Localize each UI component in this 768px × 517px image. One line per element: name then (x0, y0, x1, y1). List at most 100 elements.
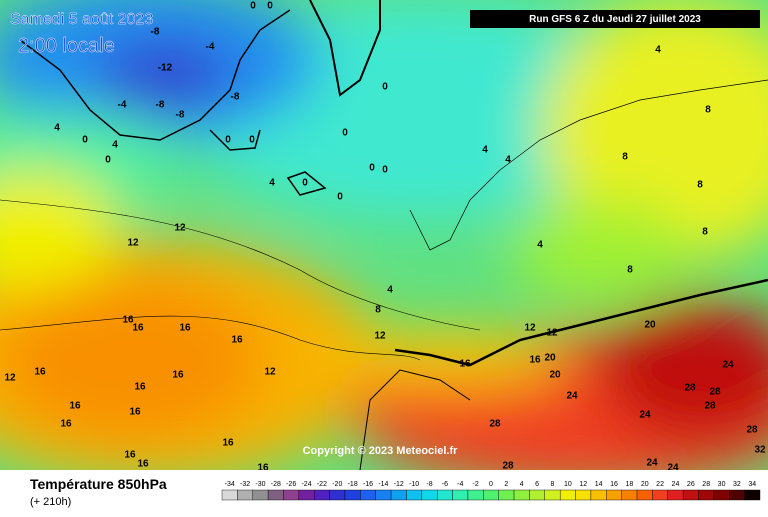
contour-label: 28 (709, 387, 721, 398)
contour-label: 16 (34, 367, 46, 378)
scale-label: 16 (610, 481, 618, 488)
contour-label: 0 (225, 135, 231, 146)
scale-swatch (513, 489, 530, 501)
contour-label: 16 (459, 359, 471, 370)
scale-label: -8 (426, 481, 432, 488)
scale-label: 4 (520, 481, 524, 488)
copyright: Copyright © 2023 Meteociel.fr (303, 445, 459, 457)
scale-label: -28 (271, 481, 281, 488)
footer-title: Température 850hPa (30, 476, 167, 492)
contour-label: 12 (546, 328, 558, 339)
scale-label: -10 (409, 481, 419, 488)
footer-lead: (+ 210h) (30, 496, 71, 508)
scale-swatch (437, 489, 453, 501)
scale-swatch (636, 489, 653, 501)
contour-label: 24 (667, 463, 679, 474)
contour-label: -12 (158, 63, 173, 74)
scale-swatch (498, 489, 515, 501)
contour-label: 24 (566, 391, 578, 402)
contour-label: -8 (156, 100, 165, 111)
contour-label: -8 (231, 92, 240, 103)
contour-label: 28 (489, 419, 501, 430)
contour-label: 4 (269, 178, 275, 189)
contour-label: -4 (206, 42, 215, 53)
contour-label: -8 (151, 27, 160, 38)
contour-label: 16 (60, 419, 72, 430)
contour-label: 4 (387, 285, 393, 296)
contour-label: 16 (231, 335, 243, 346)
contour-label: 16 (529, 355, 541, 366)
scale-swatch (544, 489, 561, 501)
scale-swatch (360, 489, 376, 501)
scale-swatch (344, 489, 361, 501)
scale-label: 8 (551, 481, 555, 488)
contour-label: 16 (257, 463, 269, 474)
scale-swatch (529, 489, 546, 501)
contour-label: -4 (118, 100, 127, 111)
scale-label: 14 (595, 481, 603, 488)
contour-label: 20 (644, 320, 656, 331)
scale-label: -24 (301, 481, 311, 488)
contour-label: 4 (482, 145, 488, 156)
scale-swatch (390, 489, 407, 501)
coastlines (0, 0, 768, 471)
contour-label: 4 (655, 45, 661, 56)
contour-label: 12 (374, 331, 386, 342)
contour-label: 16 (129, 407, 141, 418)
scale-swatch (406, 489, 423, 501)
contour-label: 0 (267, 1, 273, 12)
contour-label: 28 (684, 383, 696, 394)
scale-swatch (375, 489, 392, 501)
contour-label: 0 (382, 82, 388, 93)
contour-label: 28 (746, 425, 758, 436)
scale-label: 32 (733, 481, 741, 488)
contour-label: 8 (627, 265, 633, 276)
scale-label: -6 (442, 481, 448, 488)
scale-swatch (221, 489, 238, 501)
contour-label: 16 (179, 323, 191, 334)
scale-swatch (744, 489, 761, 501)
scale-swatch (452, 489, 469, 501)
time-label: 2:00 locale (18, 35, 115, 57)
contour-label: 16 (132, 323, 144, 334)
contour-label: 12 (264, 367, 276, 378)
contour-label: 0 (369, 163, 375, 174)
color-scale: -34 -32 -30 -28 -26 -24 -22 -20 -18 -16 -14 -12 -10-… (221, 481, 761, 501)
scale-swatch (575, 489, 592, 501)
contour-label: 0 (302, 178, 308, 189)
scale-label: 20 (641, 481, 649, 488)
contour-label: 16 (134, 382, 146, 393)
scale-label: -12 (394, 481, 404, 488)
contour-label: 12 (524, 323, 536, 334)
contour-label: 0 (342, 128, 348, 139)
scale-swatch (621, 489, 638, 501)
scale-label: -14 (378, 481, 388, 488)
contour-label: 16 (172, 370, 184, 381)
contour-label: 0 (382, 165, 388, 176)
contour-label: 0 (105, 155, 111, 166)
contour-label: 20 (544, 353, 556, 364)
contour-label: 16 (222, 438, 234, 449)
scale-swatch (252, 489, 269, 501)
contour-label: 16 (122, 315, 134, 326)
contour-label: 16 (124, 450, 136, 461)
contour-label: 0 (337, 192, 343, 203)
contour-label: 24 (639, 410, 651, 421)
scale-swatch (421, 489, 438, 501)
scale-label: 26 (687, 481, 695, 488)
scale-label: 28 (702, 481, 710, 488)
scale-swatch (283, 489, 300, 501)
scale-label: -4 (457, 481, 463, 488)
scale-label: 24 (672, 481, 680, 488)
scale-swatch (467, 489, 484, 501)
contour-label: 8 (705, 105, 711, 116)
contour-label: 28 (704, 401, 716, 412)
contour-label: 8 (697, 180, 703, 191)
date-label: Samedi 5 août 2023 (10, 11, 153, 28)
run-box (470, 10, 760, 28)
scale-swatch (652, 489, 668, 501)
scale-swatch (606, 489, 622, 501)
contour-label: 0 (249, 135, 255, 146)
scale-swatch (298, 489, 315, 501)
